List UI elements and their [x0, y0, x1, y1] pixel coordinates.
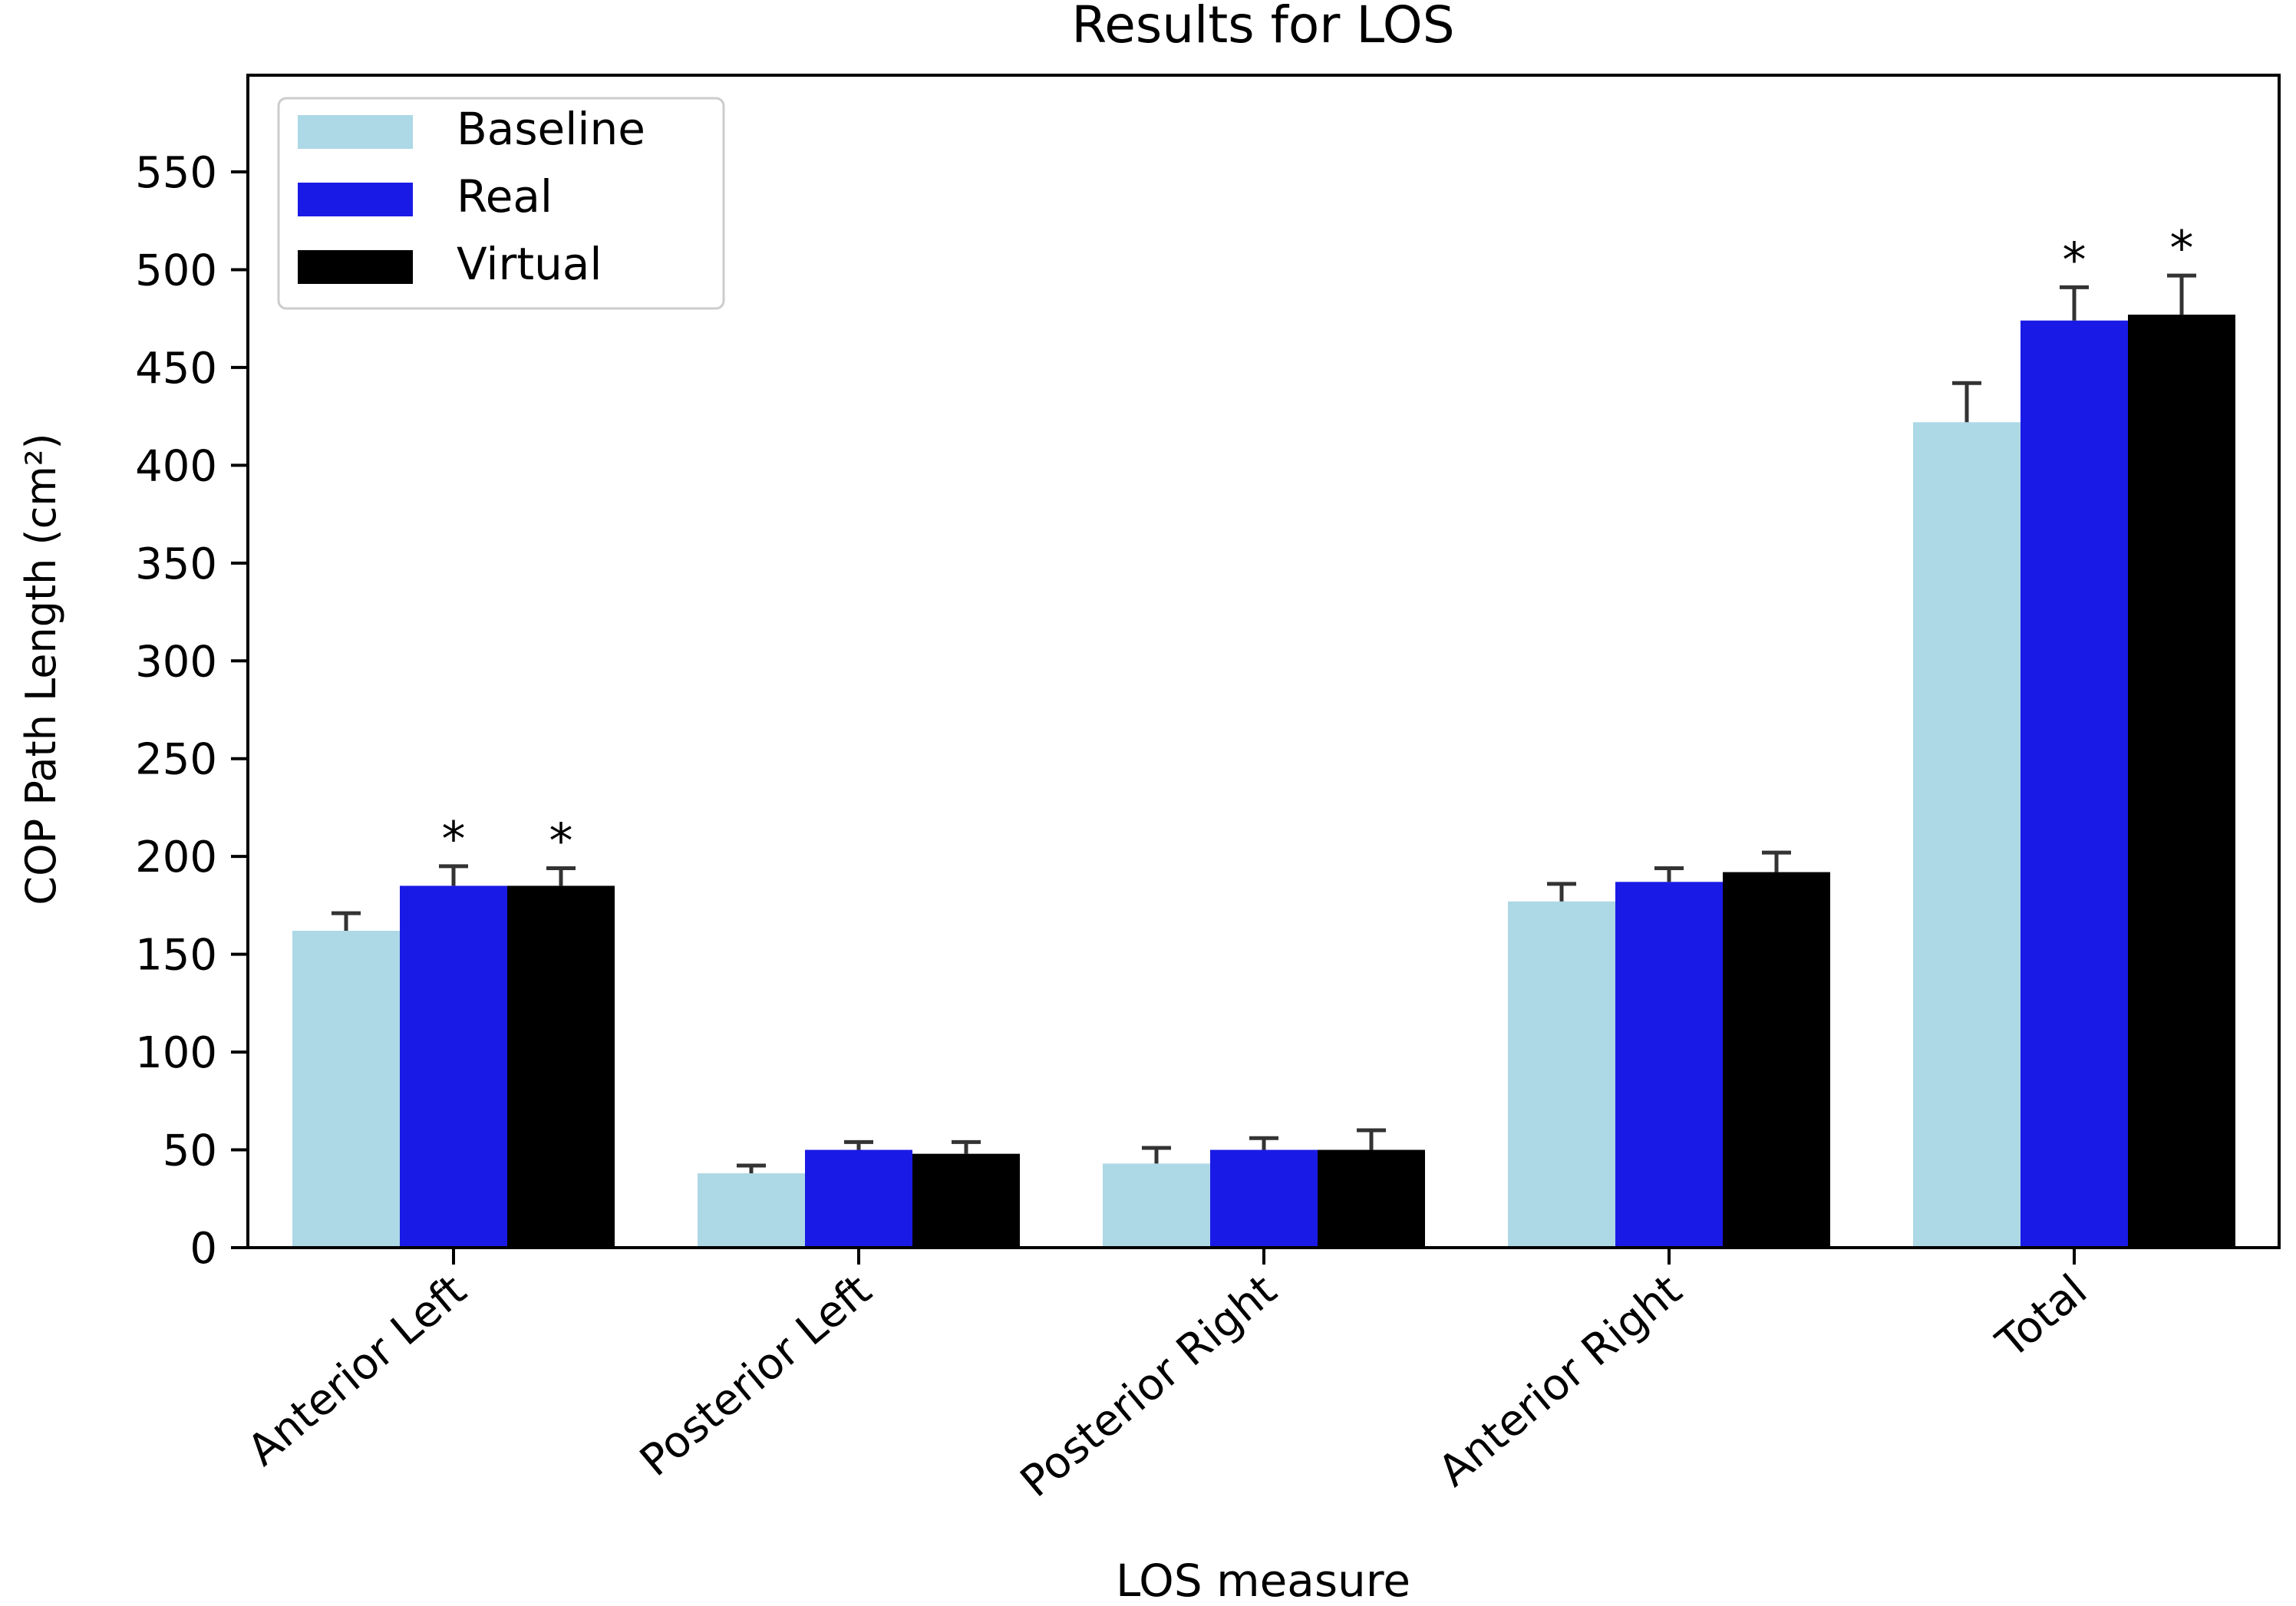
- legend-swatch-baseline: [298, 115, 413, 149]
- y-tick-label-450: 450: [135, 344, 217, 394]
- y-tick-label-400: 400: [135, 441, 217, 491]
- y-tick-label-200: 200: [135, 833, 217, 882]
- bar-baseline-4: [1913, 422, 2021, 1248]
- bar-baseline-3: [1508, 901, 1615, 1248]
- y-tick-label-300: 300: [135, 637, 217, 687]
- bar-real-1: [805, 1149, 912, 1248]
- bar-virtual-3: [1723, 872, 1830, 1248]
- y-tick-label-550: 550: [135, 148, 217, 198]
- bar-real-4: [2021, 320, 2128, 1248]
- bar-virtual-2: [1318, 1149, 1425, 1248]
- significance-marker-virtual-4: *: [2170, 220, 2194, 276]
- x-tick-label-0: Anterior Left: [239, 1265, 476, 1476]
- bar-virtual-0: [507, 885, 615, 1248]
- y-tick-label-150: 150: [135, 931, 217, 981]
- bar-baseline-0: [292, 931, 400, 1248]
- significance-marker-virtual-0: *: [549, 813, 573, 869]
- significance-marker-real-0: *: [442, 811, 466, 867]
- x-tick-label-3: Anterior Right: [1429, 1265, 1691, 1496]
- bar-baseline-1: [698, 1173, 805, 1248]
- y-tick-label-350: 350: [135, 539, 217, 589]
- bar-virtual-1: [912, 1153, 1020, 1248]
- y-tick-label-250: 250: [135, 735, 217, 785]
- legend-label-real: Real: [457, 170, 553, 223]
- y-tick-label-50: 50: [163, 1126, 217, 1176]
- y-tick-label-0: 0: [190, 1224, 217, 1274]
- x-tick-label-1: Posterior Left: [631, 1265, 881, 1486]
- bar-real-3: [1615, 882, 1723, 1248]
- legend-swatch-real: [298, 183, 413, 216]
- x-axis-label: LOS measure: [1116, 1555, 1410, 1606]
- y-tick-label-100: 100: [135, 1028, 217, 1078]
- legend-swatch-virtual: [298, 250, 413, 284]
- bar-real-2: [1210, 1149, 1318, 1248]
- y-axis-label: COP Path Length (cm²): [17, 433, 65, 905]
- bar-baseline-2: [1103, 1163, 1210, 1248]
- legend-label-baseline: Baseline: [457, 103, 645, 155]
- plot-frame: [246, 74, 2281, 1249]
- significance-marker-real-4: *: [2063, 232, 2087, 288]
- bar-virtual-4: [2128, 315, 2235, 1248]
- chart-title: Results for LOS: [1071, 0, 1454, 54]
- plot-area: 0 50 100 150 200 250 300 350 400 450 500 550 * * Anter…: [135, 148, 2235, 1507]
- bar-real-0: [400, 885, 507, 1248]
- x-tick-label-4: Total: [1987, 1265, 2096, 1369]
- legend-label-virtual: Virtual: [457, 238, 602, 290]
- y-tick-label-500: 500: [135, 246, 217, 295]
- x-tick-label-2: Posterior Right: [1011, 1265, 1286, 1507]
- legend: Baseline Real Virtual: [277, 97, 725, 310]
